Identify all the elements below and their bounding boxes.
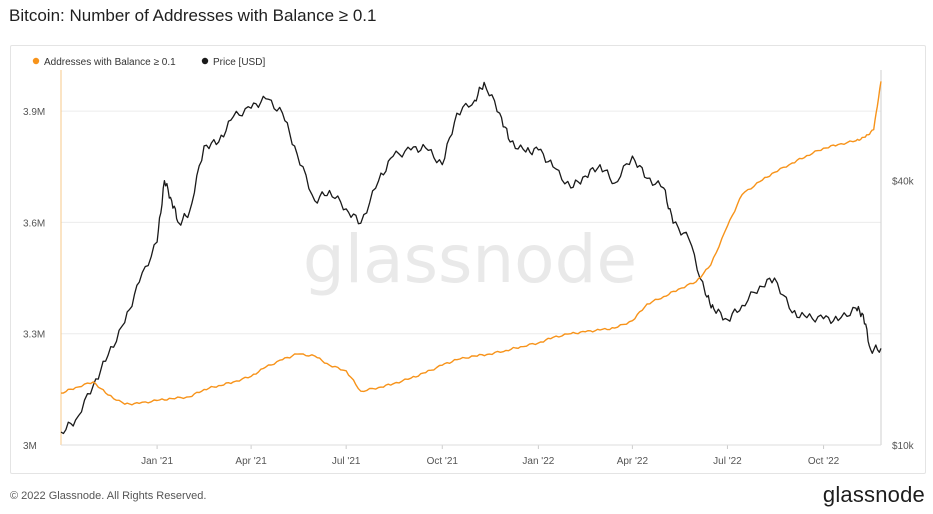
x-tick-label: Jul '22 bbox=[713, 456, 742, 467]
x-tick-label: Oct '22 bbox=[808, 456, 840, 467]
glassnode-logo[interactable]: glassnode bbox=[822, 482, 925, 507]
x-tick-label: Oct '21 bbox=[427, 456, 459, 467]
y-left-tick-label: 3.9M bbox=[23, 107, 45, 118]
legend-marker-addresses bbox=[32, 57, 40, 65]
watermark-text: glassnode bbox=[303, 221, 637, 298]
y-right-tick-label: $40k bbox=[892, 177, 915, 188]
legend-marker-price bbox=[201, 57, 209, 65]
y-left-tick-label: 3M bbox=[23, 441, 37, 452]
page-title: Bitcoin: Number of Addresses with Balanc… bbox=[9, 6, 377, 25]
chart-frame bbox=[10, 45, 926, 474]
x-tick-label: Apr '22 bbox=[617, 456, 649, 467]
series-line-addresses bbox=[60, 81, 882, 406]
x-tick-label: Jul '21 bbox=[332, 456, 361, 467]
x-tick-label: Apr '21 bbox=[235, 456, 267, 467]
y-right-tick-label: $10k bbox=[892, 441, 915, 452]
x-tick-label: Jan '22 bbox=[522, 456, 554, 467]
x-tick-label: Jan '21 bbox=[141, 456, 173, 467]
legend-label-price: Price [USD] bbox=[213, 57, 265, 68]
copyright-notice: © 2022 Glassnode. All Rights Reserved. bbox=[10, 490, 207, 502]
y-left-tick-label: 3.6M bbox=[23, 218, 45, 229]
y-left-tick-label: 3.3M bbox=[23, 330, 45, 341]
legend-label-addresses: Addresses with Balance ≥ 0.1 bbox=[44, 57, 176, 68]
series-line-price bbox=[60, 81, 882, 435]
